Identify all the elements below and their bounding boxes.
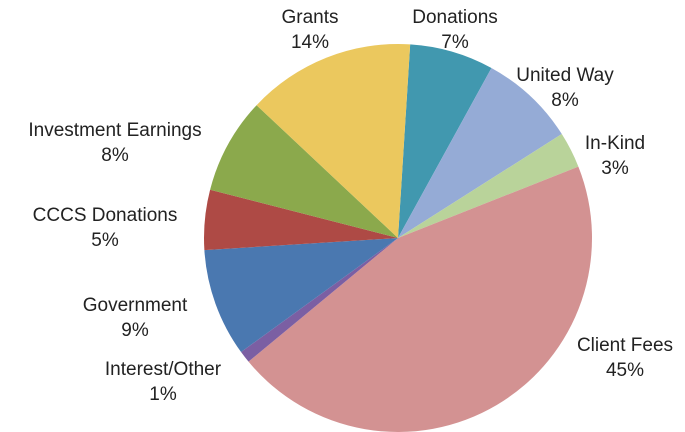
slice-label: Interest/Other: [105, 359, 222, 380]
pie-slice: [210, 105, 398, 238]
slice-value: 8%: [101, 145, 129, 166]
slice-label: Donations: [412, 7, 498, 28]
pie-slice: [398, 44, 492, 239]
slice-value: 8%: [551, 90, 579, 111]
slice-label: Government: [83, 295, 188, 316]
slice-value: 45%: [606, 360, 644, 381]
slice-value: 1%: [149, 384, 177, 405]
slice-value: 7%: [441, 32, 469, 53]
slice-value: 3%: [601, 158, 629, 179]
pie-slice: [241, 238, 398, 362]
pie-slice: [398, 67, 562, 238]
pie-slice: [248, 166, 592, 432]
slice-label: United Way: [516, 65, 614, 86]
slice-value: 14%: [291, 32, 329, 53]
slice-label: Client Fees: [577, 335, 673, 356]
pie-slice: [203, 189, 398, 251]
slice-label: Investment Earnings: [28, 120, 201, 141]
slice-value: 5%: [91, 230, 119, 251]
slice-value: 9%: [121, 320, 149, 341]
pie-slice: [398, 134, 579, 238]
pie-slice: [256, 44, 411, 238]
slice-label: Grants: [281, 7, 338, 28]
slice-label: In-Kind: [585, 133, 645, 154]
pie-slice: [204, 238, 398, 353]
slice-label: CCCS Donations: [33, 205, 178, 226]
